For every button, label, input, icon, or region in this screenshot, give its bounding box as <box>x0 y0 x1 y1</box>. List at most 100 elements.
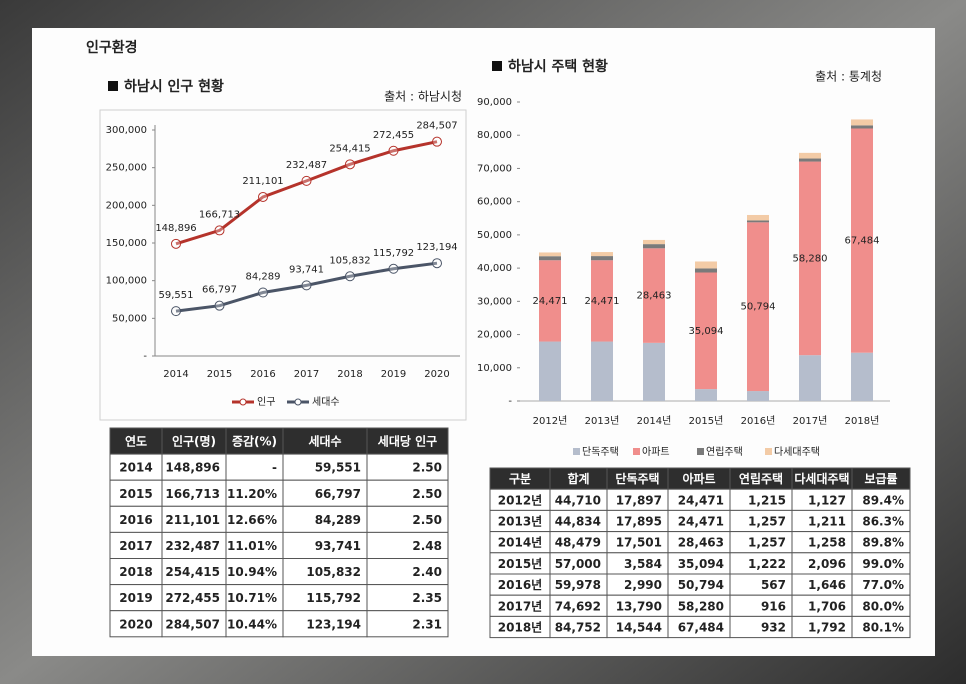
table-text: 10.71% <box>227 591 277 605</box>
table-text: 2.35 <box>412 591 442 605</box>
bar-segment <box>539 252 561 257</box>
table-text: 1,222 <box>748 557 786 571</box>
data-label: 50,794 <box>741 302 776 313</box>
chart-title: 하남시 주택 현황 <box>508 58 608 75</box>
data-label: 93,741 <box>289 264 324 275</box>
table-text: 17,897 <box>616 493 662 507</box>
data-label: 84,289 <box>246 272 281 283</box>
table-text: 89.4% <box>862 493 904 507</box>
table-text: 2015 <box>119 487 152 501</box>
marker <box>171 238 181 249</box>
bar-segment <box>695 268 717 273</box>
table-text: 2019 <box>119 591 152 605</box>
table-text: 2.31 <box>412 617 442 631</box>
bar-segment <box>799 158 821 162</box>
x-tick-label: 2013년 <box>585 415 620 427</box>
table-cell <box>282 610 368 638</box>
table-text: 2017년 <box>498 599 542 613</box>
table-text: 66,797 <box>315 487 361 501</box>
table-cell <box>225 610 284 638</box>
table-header: 인구(명) <box>172 434 216 449</box>
bar-segment <box>695 389 717 401</box>
table-text: 916 <box>761 599 786 613</box>
marker <box>258 287 268 298</box>
data-label: 166,713 <box>199 209 240 220</box>
bar-segment <box>643 244 665 249</box>
marker <box>345 271 355 282</box>
legend-label: 인구 <box>257 396 275 408</box>
marker <box>432 136 442 147</box>
table-cell <box>282 453 368 481</box>
legend-marker <box>239 398 247 406</box>
table-text: 284,507 <box>165 617 220 631</box>
marker <box>388 263 399 274</box>
table-text: 232,487 <box>165 539 220 553</box>
table-text: 10.44% <box>227 617 277 631</box>
table-cell <box>851 615 911 639</box>
x-tick-label: 2014년 <box>637 415 672 427</box>
data-label: 67,484 <box>845 236 880 247</box>
table-text: 13,790 <box>616 599 662 613</box>
table-text: 59,551 <box>315 461 361 475</box>
y-tick-label: 20,000 <box>477 330 512 341</box>
table-cell <box>366 610 449 638</box>
table-header-cell <box>161 427 227 455</box>
table-text: 1,215 <box>748 493 786 507</box>
bar-segment <box>799 355 821 401</box>
table-header-cell <box>225 427 284 455</box>
table-cell <box>366 479 449 507</box>
chart-title: 하남시 인구 현황 <box>124 78 224 95</box>
x-tick-label: 2019 <box>381 369 406 380</box>
bar-segment <box>695 261 717 269</box>
chart-source: 출처 : 하남시청 <box>384 90 462 104</box>
table-text: 148,896 <box>165 461 220 475</box>
table-cell <box>282 505 368 533</box>
table-text: 11.01% <box>227 539 277 553</box>
table-text: 44,834 <box>555 515 601 529</box>
marker <box>258 191 268 202</box>
table-cell <box>161 584 227 612</box>
table-text: 2018 <box>119 565 152 579</box>
data-label: 148,896 <box>155 223 196 234</box>
table-cell <box>366 531 449 560</box>
table-text: 166,713 <box>165 487 220 501</box>
y-tick-label: 90,000 <box>477 97 512 108</box>
table-text: 1,257 <box>748 515 786 529</box>
y-tick-label: 70,000 <box>477 163 512 174</box>
table-text: 2.40 <box>412 565 442 579</box>
table-header: 연립주택 <box>739 471 783 486</box>
data-label: 24,471 <box>533 296 568 307</box>
table-header-cell <box>109 427 163 455</box>
table-header: 연도 <box>125 434 147 449</box>
table-text: 932 <box>761 621 786 635</box>
table-text: 77.0% <box>862 578 904 592</box>
marker <box>388 145 399 156</box>
table-text: 14,544 <box>616 621 662 635</box>
table-text: 44,710 <box>555 493 601 507</box>
bar-segment <box>539 341 561 401</box>
line <box>175 261 438 313</box>
table-text: 2014년 <box>498 536 542 550</box>
table-text: 17,895 <box>616 515 662 529</box>
bar-segment <box>799 152 821 159</box>
y-tick-label: 50,000 <box>477 230 512 241</box>
bar-segment <box>747 222 769 392</box>
table-header: 합계 <box>567 471 589 486</box>
data-label: 254,415 <box>329 143 370 154</box>
table-header: 아파트 <box>682 471 715 486</box>
marker <box>214 300 225 311</box>
table-text: 1,706 <box>808 599 846 613</box>
table-text: 50,794 <box>678 578 724 592</box>
table-text: 2014 <box>119 461 152 475</box>
table-cell <box>366 584 449 612</box>
table-text: 2.48 <box>412 539 442 553</box>
table-cell <box>225 479 284 507</box>
data-label: 35,094 <box>689 326 724 337</box>
table-text: 24,471 <box>678 515 724 529</box>
marker <box>214 225 225 236</box>
table-text: 2,096 <box>808 557 846 571</box>
table-header: 세대당 인구 <box>378 434 437 449</box>
table-text: 93,741 <box>315 539 361 553</box>
data-label: 28,463 <box>637 291 672 302</box>
legend-swatch <box>573 448 580 455</box>
